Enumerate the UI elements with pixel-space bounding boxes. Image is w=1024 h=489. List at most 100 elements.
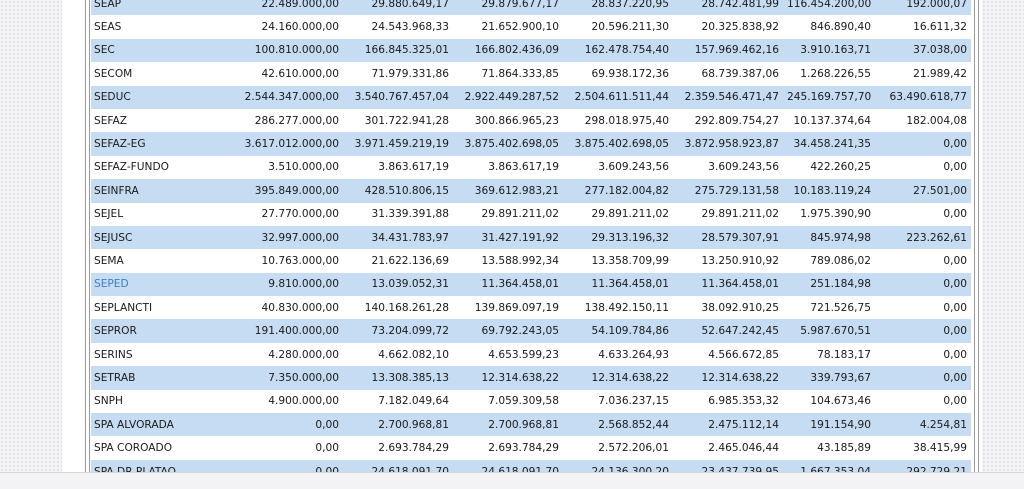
value-cell: 0,00 bbox=[943, 348, 967, 361]
table-row[interactable]: SEJUSC 32.997.000,00 34.431.783,97 31.427.1… bbox=[91, 225, 971, 250]
table-row[interactable]: SPA ALVORADA 0,00 2.700.968,81 2.700.968,81… bbox=[91, 413, 971, 437]
value-cell: 2.475.112,14 bbox=[673, 413, 783, 437]
value-cell: 27.770.000,00 bbox=[261, 208, 339, 221]
right-frame-border bbox=[978, 0, 979, 472]
table-row[interactable]: SEPLANCTI 40.830.000,00 140.168.261,28 139.… bbox=[91, 296, 971, 319]
value-cell: 69.938.172,36 bbox=[591, 67, 669, 80]
table-row[interactable]: SEFAZ 286.277.000,00 301.722.941,28 300.866… bbox=[91, 109, 971, 132]
row-name-cell: SEFAZ-FUNDO bbox=[94, 161, 169, 174]
value-cell: 7.182.049,64 bbox=[378, 395, 449, 408]
budget-table: SEAP 22.489.000,00 29.880.649,17 29.879.677… bbox=[91, 0, 971, 484]
value-cell: 166.845.325,01 bbox=[343, 38, 453, 63]
table-row[interactable]: SEDUC 2.544.347.000,00 3.540.767.457,04 2.9… bbox=[91, 85, 971, 109]
value-cell: 3.863.617,19 bbox=[378, 161, 449, 174]
value-cell: 28.837.220,95 bbox=[563, 0, 673, 16]
value-cell: 4.280.000,00 bbox=[268, 348, 339, 361]
left-background-gutter bbox=[0, 0, 62, 488]
row-name-link[interactable]: SEPED bbox=[91, 272, 239, 297]
value-cell: 10.137.374,64 bbox=[793, 114, 871, 127]
value-cell: 3.863.617,19 bbox=[488, 161, 559, 174]
value-cell: 34.431.783,97 bbox=[343, 225, 453, 250]
value-cell: 0,00 bbox=[875, 132, 971, 156]
value-cell: 31.427.191,92 bbox=[453, 225, 563, 250]
value-cell: 78.183,17 bbox=[817, 348, 871, 361]
row-name-cell: SEC bbox=[91, 38, 239, 63]
value-cell: 182.004,08 bbox=[906, 114, 967, 127]
value-cell: 140.168.261,28 bbox=[364, 301, 449, 314]
row-name-cell: SERINS bbox=[94, 348, 133, 361]
value-cell: 12.314.638,22 bbox=[673, 366, 783, 390]
table-row[interactable]: SETRAB 7.350.000,00 13.308.385,13 12.314.63… bbox=[91, 366, 971, 390]
table-row[interactable]: SEAS 24.160.000,00 24.543.968,33 21.652.900… bbox=[91, 15, 971, 38]
value-cell: 38.092.910,25 bbox=[701, 301, 779, 314]
value-cell: 1.975.390,90 bbox=[800, 208, 871, 221]
value-cell: 40.830.000,00 bbox=[261, 301, 339, 314]
table-row[interactable]: SEMA 10.763.000,00 21.622.136,69 13.588.992… bbox=[91, 249, 971, 272]
value-cell: 339.793,67 bbox=[783, 366, 875, 390]
table-row[interactable]: SEAP 22.489.000,00 29.880.649,17 29.879.677… bbox=[91, 0, 971, 16]
table-row[interactable]: SERINS 4.280.000,00 4.662.082,10 4.653.599,… bbox=[91, 343, 971, 366]
value-cell: 789.086,02 bbox=[810, 254, 871, 267]
table-row[interactable]: SECOM 42.610.000,00 71.979.331,86 71.864.33… bbox=[91, 62, 971, 85]
value-cell: 0,00 bbox=[943, 395, 967, 408]
value-cell: 2.700.968,81 bbox=[453, 413, 563, 437]
value-cell: 1.268.226,55 bbox=[800, 67, 871, 80]
value-cell: 286.277.000,00 bbox=[254, 114, 339, 127]
value-cell: 277.182.004,82 bbox=[563, 179, 673, 203]
row-name-cell: SEFAZ bbox=[94, 114, 128, 127]
value-cell: 292.809.754,27 bbox=[694, 114, 779, 127]
value-cell: 20.596.211,30 bbox=[591, 21, 669, 34]
value-cell: 422.260,25 bbox=[810, 161, 871, 174]
value-cell: 24.160.000,00 bbox=[261, 21, 339, 34]
table-row[interactable]: SEFAZ-EG 3.617.012.000,00 3.971.459.219,19… bbox=[91, 132, 971, 156]
value-cell: 223.262,61 bbox=[875, 225, 971, 250]
value-cell: 116.454.200,00 bbox=[783, 0, 875, 16]
table-row[interactable]: SNPH 4.900.000,00 7.182.049,64 7.059.309,58… bbox=[91, 390, 971, 413]
table-row[interactable]: SEFAZ-FUNDO 3.510.000,00 3.863.617,19 3.863… bbox=[91, 156, 971, 179]
right-background-gutter bbox=[982, 0, 1024, 488]
value-cell: 11.364.458,01 bbox=[453, 272, 563, 297]
value-cell: 166.802.436,09 bbox=[453, 38, 563, 63]
value-cell: 3.609.243,56 bbox=[598, 161, 669, 174]
value-cell: 275.729.131,58 bbox=[673, 179, 783, 203]
value-cell: 11.364.458,01 bbox=[563, 272, 673, 297]
value-cell: 3.971.459.219,19 bbox=[343, 132, 453, 156]
value-cell: 3.510.000,00 bbox=[268, 161, 339, 174]
table-row[interactable]: SPA COROADO 0,00 2.693.784,29 2.693.784,29 2… bbox=[91, 436, 971, 459]
value-cell: 13.588.992,34 bbox=[481, 254, 559, 267]
row-name-cell: SEPROR bbox=[91, 319, 239, 343]
table-row[interactable]: SEC 100.810.000,00 166.845.325,01 166.802.4… bbox=[91, 38, 971, 63]
right-frame-border-inner bbox=[974, 0, 975, 472]
table-row[interactable]: SEPROR 191.400.000,00 73.204.099,72 69.792.… bbox=[91, 319, 971, 343]
value-cell: 29.891.211,02 bbox=[481, 208, 559, 221]
left-frame-border-inner bbox=[89, 0, 90, 472]
value-cell: 4.254,81 bbox=[875, 413, 971, 437]
table-row[interactable]: SEJEL 27.770.000,00 31.339.391,88 29.891.21… bbox=[91, 203, 971, 226]
value-cell: 3.617.012.000,00 bbox=[239, 132, 343, 156]
value-cell: 13.039.052,31 bbox=[343, 272, 453, 297]
value-cell: 3.540.767.457,04 bbox=[343, 85, 453, 109]
value-cell: 846.890,40 bbox=[810, 21, 871, 34]
value-cell: 104.673,46 bbox=[810, 395, 871, 408]
value-cell: 69.792.243,05 bbox=[453, 319, 563, 343]
value-cell: 42.610.000,00 bbox=[261, 67, 339, 80]
value-cell: 3.872.958.923,87 bbox=[673, 132, 783, 156]
value-cell: 12.314.638,22 bbox=[563, 366, 673, 390]
value-cell: 0,00 bbox=[875, 272, 971, 297]
value-cell: 157.969.462,16 bbox=[673, 38, 783, 63]
value-cell: 3.875.402.698,05 bbox=[453, 132, 563, 156]
table-row[interactable]: SEINFRA 395.849.000,00 428.510.806,15 369.6… bbox=[91, 179, 971, 203]
row-name-cell: SEAS bbox=[94, 21, 122, 34]
value-cell: 139.869.097,19 bbox=[474, 301, 559, 314]
value-cell: 4.653.599,23 bbox=[488, 348, 559, 361]
value-cell: 29.879.677,17 bbox=[453, 0, 563, 16]
value-cell: 0,00 bbox=[943, 254, 967, 267]
row-name-cell: SEFAZ-EG bbox=[91, 132, 239, 156]
value-cell: 845.974,98 bbox=[783, 225, 875, 250]
value-cell: 721.526,75 bbox=[810, 301, 871, 314]
table-row[interactable]: SEPED 9.810.000,00 13.039.052,31 11.364.458… bbox=[91, 272, 971, 297]
value-cell: 12.314.638,22 bbox=[453, 366, 563, 390]
row-name-cell: SETRAB bbox=[91, 366, 239, 390]
value-cell: 29.891.211,02 bbox=[701, 208, 779, 221]
value-cell: 428.510.806,15 bbox=[343, 179, 453, 203]
